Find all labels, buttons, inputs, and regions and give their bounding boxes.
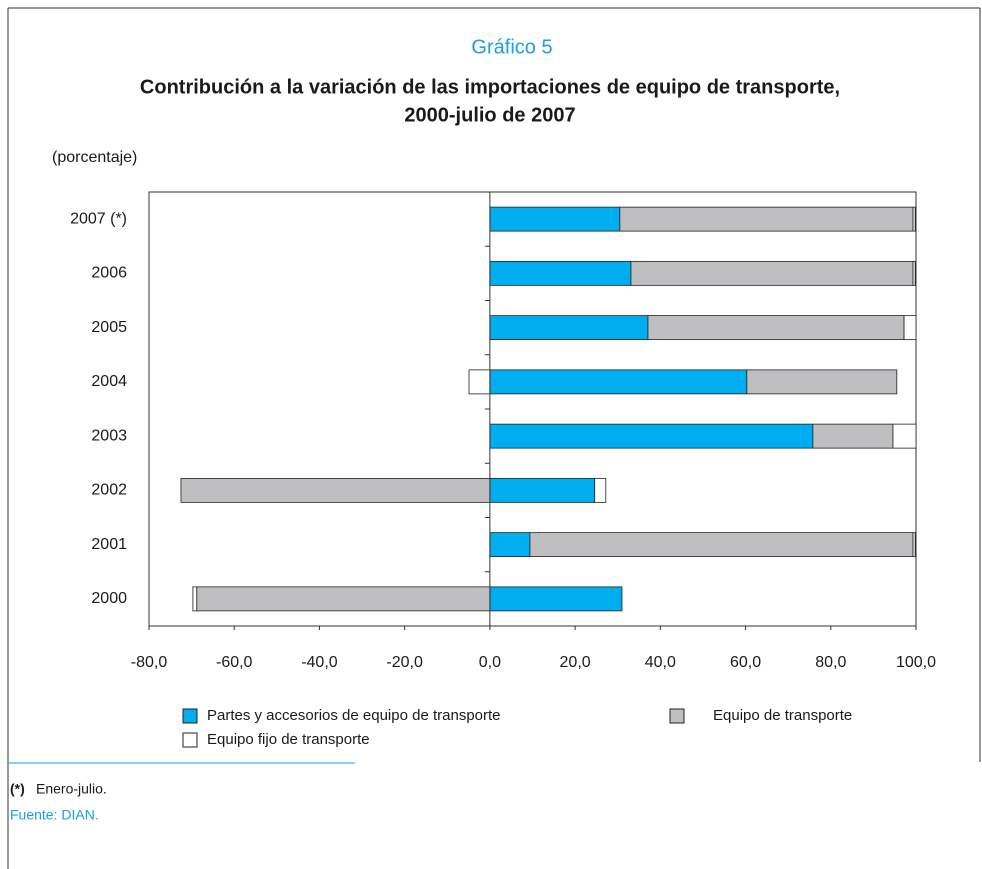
bar xyxy=(630,260,914,286)
legend-swatch xyxy=(669,708,685,724)
x-tick-label: -20,0 xyxy=(386,654,423,671)
chart-title: 2000-julio de 2007 xyxy=(404,104,575,126)
bar xyxy=(489,315,649,341)
legend-swatch xyxy=(182,708,198,724)
bar xyxy=(196,586,491,612)
bar xyxy=(489,586,623,612)
chart-title: Contribución a la variación de las impor… xyxy=(140,76,840,98)
legend-swatch xyxy=(182,732,198,748)
bar xyxy=(903,315,917,341)
heading: Gráfico 5 xyxy=(471,36,552,58)
bar xyxy=(594,477,607,503)
y-tick-label: 2000 xyxy=(91,590,127,607)
y-tick-label: 2001 xyxy=(91,536,127,553)
x-tick-label: 0,0 xyxy=(479,654,501,671)
bar xyxy=(812,423,894,449)
plot-frame xyxy=(148,191,917,627)
bar xyxy=(529,532,914,558)
bar xyxy=(489,206,621,232)
y-tick-label: 2006 xyxy=(91,265,127,282)
bar xyxy=(489,477,596,503)
bar xyxy=(180,477,491,503)
bar xyxy=(489,369,748,395)
x-tick-label: -40,0 xyxy=(301,654,338,671)
bar xyxy=(489,260,632,286)
legend-label: Equipo fijo de transporte xyxy=(207,731,370,748)
x-tick-label: 100,0 xyxy=(896,654,936,671)
x-tick-label: 60,0 xyxy=(730,654,761,671)
bar xyxy=(892,423,917,449)
bar xyxy=(912,532,916,558)
bar xyxy=(647,315,905,341)
footnote-marker: (*) xyxy=(10,781,25,797)
bar xyxy=(489,423,814,449)
bar xyxy=(912,260,916,286)
x-tick-label: -80,0 xyxy=(131,654,168,671)
bar xyxy=(192,586,198,612)
x-tick-label: 20,0 xyxy=(560,654,591,671)
source: Fuente: DIAN. xyxy=(10,807,99,823)
bar xyxy=(746,369,898,395)
footnote-text: Enero-julio. xyxy=(36,781,107,797)
x-tick-label: 80,0 xyxy=(815,654,846,671)
y-tick-label: 2005 xyxy=(91,319,127,336)
y-tick-label: 2004 xyxy=(91,373,127,390)
x-tick-label: 40,0 xyxy=(645,654,676,671)
subtitle: (porcentaje) xyxy=(52,149,137,166)
x-tick-label: -60,0 xyxy=(216,654,253,671)
y-tick-label: 2002 xyxy=(91,482,127,499)
y-tick-label: 2007 (*) xyxy=(70,210,127,227)
legend-label: Equipo de transporte xyxy=(713,707,852,724)
legend-label: Partes y accesorios de equipo de transpo… xyxy=(207,707,501,724)
bar xyxy=(468,369,491,395)
y-tick-label: 2003 xyxy=(91,427,127,444)
bar xyxy=(489,532,531,558)
bar xyxy=(912,206,916,232)
bar xyxy=(619,206,914,232)
